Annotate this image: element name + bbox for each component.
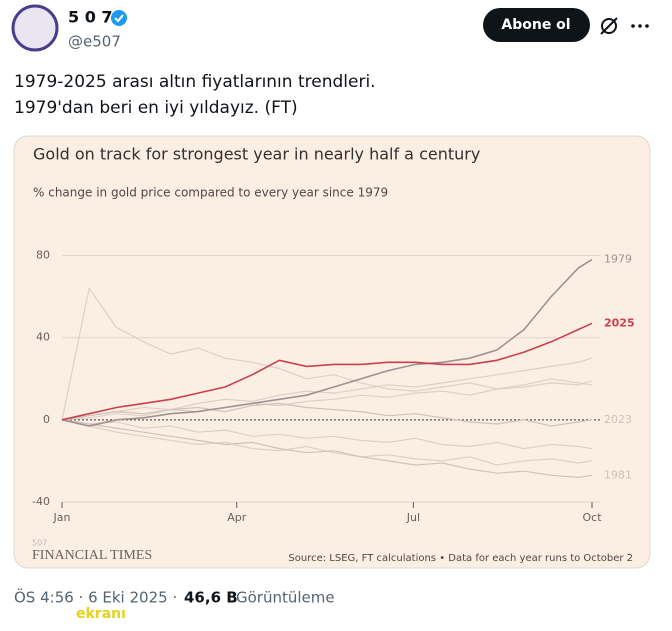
follow-button[interactable] <box>483 8 590 42</box>
series-line <box>61 380 593 421</box>
series-line <box>61 357 593 421</box>
series-line <box>61 402 593 427</box>
more-icon[interactable] <box>631 24 649 28</box>
grok-icon[interactable] <box>601 18 617 34</box>
verified-check <box>114 14 124 23</box>
y-tick-label: 40 <box>36 331 50 344</box>
tweet-text: 1979-2025 arası altın fiyatlarının trend… <box>14 72 376 92</box>
grok-slash <box>600 17 618 35</box>
y-tick-label: -40 <box>32 495 50 508</box>
series-line <box>61 286 593 420</box>
chart-card[interactable] <box>13 135 651 569</box>
x-tick-label: Jul <box>406 511 420 524</box>
view-count: 46,6 B <box>184 589 238 607</box>
series-label: 1979 <box>604 253 632 266</box>
avatar[interactable] <box>11 4 59 52</box>
views-label: Görüntüleme <box>236 589 335 607</box>
series-line <box>61 419 593 479</box>
tweet-text: 1979'dan beri en iyi yıldayız. (FT) <box>14 98 298 118</box>
verified-badge <box>111 10 127 26</box>
x-tick-label: Jan <box>53 511 71 524</box>
y-tick-label: 0 <box>43 413 50 426</box>
series-label: 2025 <box>604 316 635 329</box>
x-tick-label: Apr <box>227 511 247 524</box>
series-line <box>61 419 593 450</box>
handle[interactable]: @e507 <box>68 33 121 51</box>
chart-subtitle: % change in gold price compared to every… <box>33 186 388 200</box>
corner-mark: 507 <box>32 539 47 548</box>
brand: FINANCIAL TIMES <box>32 548 152 563</box>
series-line <box>61 322 593 421</box>
x-tick-label: Oct <box>582 511 602 524</box>
chart-title: Gold on track for strongest year in near… <box>33 145 480 164</box>
watermark: ekranı <box>76 606 126 622</box>
source: Source: LSEG, FT calculations • Data for… <box>288 553 633 564</box>
series-line <box>61 258 593 427</box>
series-label: 1981 <box>604 468 632 481</box>
series-label: 2023 <box>604 413 632 426</box>
follow-label[interactable]: Abone ol <box>501 17 570 33</box>
series-line <box>61 419 593 466</box>
timestamp[interactable]: ÖS 4:56 · 6 Eki 2025 · <box>14 588 177 607</box>
plot: -40 0 40 80 Jan Apr Jul Oct 2023 1981 1979 2025 <box>32 249 635 524</box>
display-name[interactable]: 5 0 7 <box>68 8 113 27</box>
y-tick-label: 80 <box>36 249 50 262</box>
